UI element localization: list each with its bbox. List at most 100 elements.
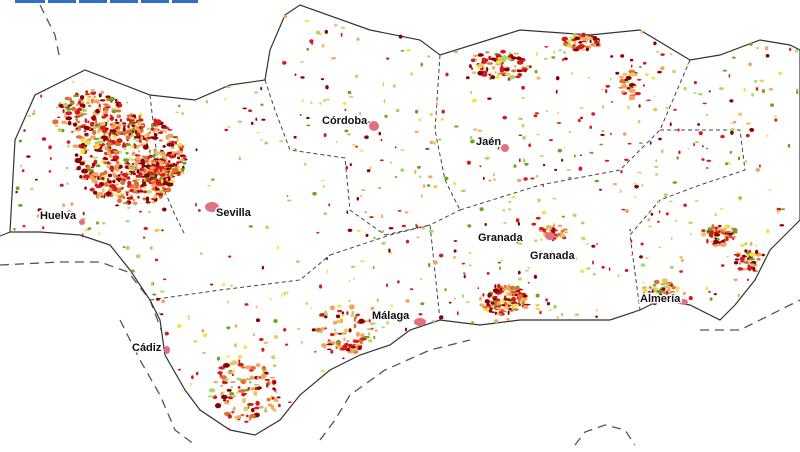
occurrence-dot [86, 166, 90, 170]
occurrence-dot [653, 280, 660, 285]
tab[interactable] [172, 0, 198, 3]
occurrence-dot [342, 313, 345, 317]
occurrence-dot [737, 156, 741, 161]
occurrence-dot [182, 161, 187, 165]
occurrence-dot [663, 193, 668, 198]
occurrence-dot [653, 41, 657, 46]
occurrence-layer [13, 14, 799, 430]
occurrence-dot [135, 182, 140, 184]
occurrence-dot [70, 202, 74, 207]
occurrence-dot [248, 225, 253, 228]
occurrence-dot [152, 130, 158, 133]
occurrence-dot [497, 146, 500, 150]
occurrence-dot [500, 259, 504, 263]
occurrence-dot [99, 125, 106, 131]
occurrence-dot [592, 273, 596, 276]
occurrence-dot [422, 184, 426, 188]
occurrence-dot [578, 166, 583, 171]
place-label: Granada [478, 232, 524, 244]
occurrence-dot [319, 313, 326, 317]
occurrence-dot [115, 204, 119, 207]
occurrence-dot [517, 293, 523, 299]
occurrence-dot [336, 304, 342, 308]
occurrence-dot [672, 69, 676, 74]
occurrence-dot [394, 146, 397, 149]
occurrence-dot [461, 189, 466, 192]
occurrence-dot [429, 113, 433, 117]
occurrence-dot [125, 135, 131, 141]
occurrence-dot [570, 72, 574, 75]
occurrence-dot [364, 211, 368, 214]
occurrence-dot [83, 174, 90, 179]
occurrence-dot [667, 282, 673, 284]
occurrence-dot [743, 87, 746, 92]
occurrence-dot [303, 162, 307, 166]
occurrence-dot [619, 75, 624, 79]
occurrence-dot [713, 233, 721, 237]
occurrence-dot [737, 267, 744, 271]
occurrence-dot [515, 56, 522, 60]
occurrence-dot [361, 189, 366, 192]
occurrence-dot [720, 264, 725, 267]
occurrence-dot [143, 227, 148, 230]
occurrence-dot [249, 413, 256, 418]
occurrence-dot [142, 236, 146, 239]
occurrence-dot [31, 112, 36, 116]
occurrence-dot [352, 278, 355, 280]
occurrence-dot [128, 156, 131, 160]
occurrence-dot [428, 175, 433, 179]
occurrence-dot [323, 98, 326, 103]
occurrence-dot [609, 78, 612, 81]
occurrence-dot [656, 200, 660, 204]
occurrence-dot [161, 229, 164, 232]
sea-line [319, 339, 471, 441]
occurrence-dot [66, 140, 71, 144]
occurrence-dot [311, 328, 316, 332]
occurrence-dot [518, 134, 523, 137]
occurrence-dot [80, 138, 86, 143]
occurrence-dot [732, 120, 737, 124]
occurrence-dot [473, 128, 477, 131]
occurrence-dot [118, 131, 123, 135]
occurrence-dot [524, 162, 529, 166]
occurrence-dot [414, 169, 417, 175]
tab[interactable] [79, 0, 107, 3]
occurrence-dot [252, 333, 255, 337]
occurrence-dot [768, 189, 772, 192]
occurrence-dot [255, 318, 261, 323]
occurrence-dot [711, 224, 715, 230]
occurrence-dot [195, 371, 199, 376]
occurrence-dot [410, 73, 413, 76]
occurrence-dot [657, 70, 662, 74]
occurrence-dot [713, 293, 717, 296]
occurrence-dot [511, 69, 517, 73]
occurrence-dot [512, 195, 516, 199]
occurrence-dot [244, 420, 249, 423]
occurrence-dot [589, 125, 592, 129]
tab[interactable] [15, 0, 45, 3]
occurrence-dot [561, 215, 565, 218]
tab[interactable] [48, 0, 76, 3]
occurrence-dot [103, 113, 109, 118]
occurrence-dot [622, 132, 627, 136]
occurrence-dot [62, 102, 69, 108]
tab[interactable] [110, 0, 138, 3]
occurrence-dot [174, 153, 177, 157]
occurrence-dot [374, 329, 378, 332]
tab[interactable] [141, 0, 169, 3]
occurrence-dot [74, 153, 79, 157]
occurrence-dot [594, 179, 599, 183]
sea-line [39, 4, 61, 61]
occurrence-dot [420, 302, 425, 306]
occurrence-dot [96, 221, 99, 225]
occurrence-dot [580, 221, 585, 225]
occurrence-dot [226, 428, 231, 430]
occurrence-dot [348, 95, 354, 98]
occurrence-dot [421, 226, 425, 230]
occurrence-dot [213, 381, 218, 384]
occurrence-dot [348, 280, 351, 283]
occurrence-dot [305, 302, 309, 305]
occurrence-dot [112, 179, 116, 184]
occurrence-dot [142, 190, 147, 194]
